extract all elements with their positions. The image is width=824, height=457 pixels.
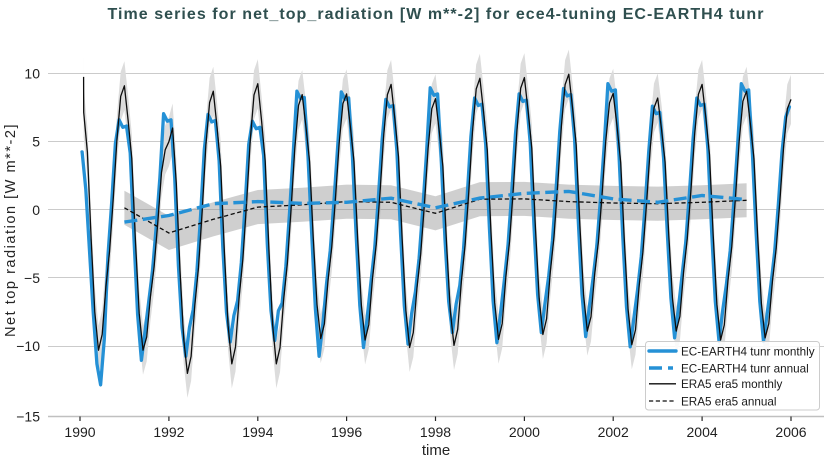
svg-text:Net top radiation [W m**-2]: Net top radiation [W m**-2]	[3, 123, 19, 337]
svg-text:EC-EARTH4 tunr monthly: EC-EARTH4 tunr monthly	[681, 345, 815, 358]
svg-text:Time series for net_top_radiat: Time series for net_top_radiation [W m**…	[107, 6, 764, 23]
svg-text:2000: 2000	[509, 424, 540, 440]
svg-text:1996: 1996	[331, 424, 362, 440]
svg-text:5: 5	[32, 134, 40, 150]
svg-text:−10: −10	[16, 338, 40, 354]
svg-text:ERA5 era5 monthly: ERA5 era5 monthly	[681, 378, 782, 391]
svg-text:−15: −15	[16, 409, 40, 425]
svg-text:EC-EARTH4 tunr annual: EC-EARTH4 tunr annual	[681, 362, 809, 375]
svg-text:2002: 2002	[598, 424, 629, 440]
svg-text:0: 0	[32, 202, 40, 218]
svg-text:−5: −5	[24, 270, 40, 286]
svg-text:1992: 1992	[153, 424, 184, 440]
svg-text:1994: 1994	[242, 424, 273, 440]
svg-text:ERA5 era5 annual: ERA5 era5 annual	[681, 395, 777, 408]
svg-text:2006: 2006	[775, 424, 806, 440]
svg-text:1990: 1990	[64, 424, 95, 440]
svg-text:1998: 1998	[420, 424, 451, 440]
svg-text:10: 10	[24, 66, 40, 82]
svg-text:time: time	[422, 442, 450, 457]
svg-text:2004: 2004	[687, 424, 718, 440]
